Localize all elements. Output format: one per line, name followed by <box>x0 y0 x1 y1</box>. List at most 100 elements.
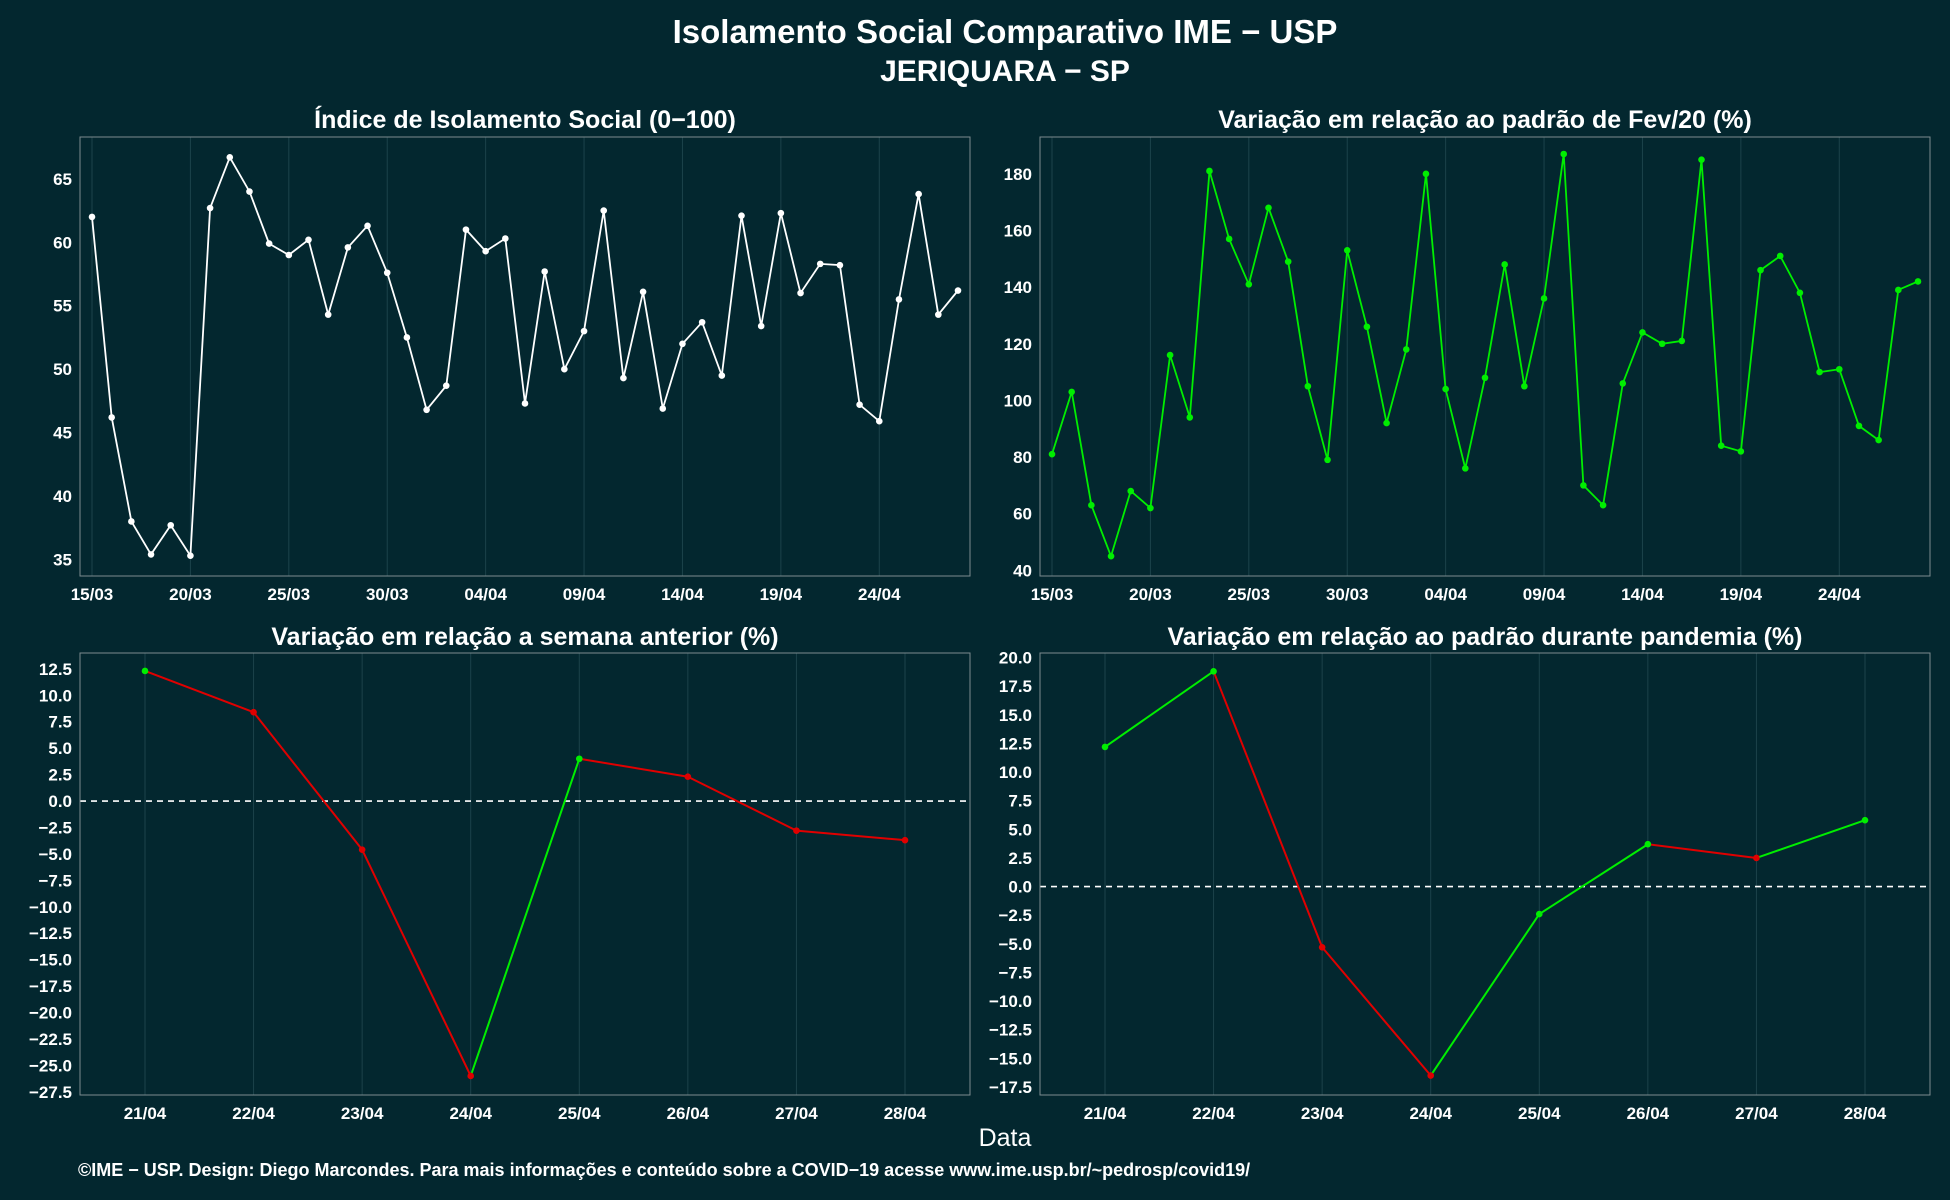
x-tick-label: 27/04 <box>775 1104 818 1123</box>
line-segment <box>579 757 689 778</box>
data-point <box>206 204 214 212</box>
x-tick-label: 20/03 <box>1129 585 1172 604</box>
y-tick-label: 12.5 <box>999 734 1032 753</box>
data-point <box>1284 258 1292 265</box>
data-point <box>1318 943 1326 951</box>
data-point <box>128 518 135 525</box>
data-point <box>442 382 450 389</box>
data-point <box>1540 295 1548 302</box>
line-segment <box>1104 670 1215 748</box>
line-segment <box>687 775 797 832</box>
data-point <box>1383 419 1390 427</box>
data-point <box>1560 150 1568 158</box>
data-point <box>1422 170 1430 178</box>
data-point <box>620 374 627 382</box>
y-tick-label: 2.5 <box>48 766 72 785</box>
y-tick-label: 100 <box>1004 391 1032 410</box>
y-tick-label: −2.5 <box>38 818 72 837</box>
data-point <box>1580 482 1587 489</box>
data-point <box>1462 465 1469 472</box>
data-point <box>1639 329 1646 336</box>
y-tick-label: −7.5 <box>38 871 72 890</box>
data-point <box>403 334 411 341</box>
y-tick-label: −12.5 <box>989 1021 1032 1040</box>
data-point <box>679 340 686 348</box>
y-tick-label: 0.0 <box>48 792 72 811</box>
y-tick-label: −15.0 <box>29 951 72 970</box>
x-tick-label: 14/04 <box>661 585 704 604</box>
line-segment <box>796 829 906 842</box>
data-point <box>1166 351 1174 359</box>
data-point <box>895 296 903 303</box>
data-point <box>1644 840 1652 848</box>
series-line <box>91 155 959 559</box>
x-tick-label: 22/04 <box>1192 1104 1235 1123</box>
y-tick-label: −12.5 <box>29 924 72 943</box>
data-point <box>600 207 608 214</box>
y-tick-label: 2.5 <box>1008 849 1032 868</box>
data-point <box>684 773 692 781</box>
y-tick-label: 55 <box>53 297 72 316</box>
y-tick-label: 10.0 <box>999 763 1032 782</box>
data-point <box>836 261 844 269</box>
y-tick-label: 15.0 <box>999 706 1032 725</box>
panel-title: Variação em relação ao padrão durante pa… <box>1168 623 1803 651</box>
data-point <box>1599 501 1607 509</box>
data-point <box>1068 388 1075 396</box>
data-point <box>1343 246 1351 254</box>
x-tick-label: 19/04 <box>1720 585 1763 604</box>
y-tick-label: −5.0 <box>998 935 1032 954</box>
data-point <box>305 236 312 244</box>
x-tick-label: 14/04 <box>1621 585 1664 604</box>
y-tick-label: 7.5 <box>1008 792 1032 811</box>
y-tick-label: 12.5 <box>39 660 72 679</box>
data-point <box>1088 501 1095 509</box>
data-point <box>1265 204 1272 212</box>
line-segment <box>1321 946 1432 1077</box>
y-tick-label: 160 <box>1004 221 1032 240</box>
x-tick-label: 09/04 <box>563 585 606 604</box>
data-point <box>1855 422 1863 430</box>
data-point <box>1107 552 1115 560</box>
y-tick-label: 60 <box>53 233 72 252</box>
data-point <box>1875 436 1882 444</box>
y-tick-label: 60 <box>1013 505 1032 524</box>
data-point <box>1757 266 1764 274</box>
y-tick-label: 20.0 <box>999 649 1032 668</box>
data-point <box>935 311 942 318</box>
y-tick-label: −17.5 <box>989 1078 1032 1097</box>
chart-subtitle: JERIQUARA − SP <box>880 55 1130 88</box>
data-point <box>1127 487 1135 495</box>
data-point <box>1796 289 1804 297</box>
data-point <box>250 708 257 716</box>
x-axis-label: Data <box>979 1124 1032 1152</box>
data-point <box>344 244 352 251</box>
data-point <box>639 288 647 296</box>
panel-variation-previous-week: Variação em relação a semana anterior (%… <box>29 623 971 1123</box>
data-point <box>467 1072 475 1080</box>
data-point <box>816 260 824 268</box>
data-point <box>738 212 745 219</box>
data-point <box>147 551 155 558</box>
panel-title: Variação em relação a semana anterior (%… <box>271 623 778 651</box>
line-segment <box>1429 913 1541 1077</box>
x-tick-label: 21/04 <box>1084 1104 1127 1123</box>
y-tick-label: 5.0 <box>48 739 72 758</box>
data-point <box>502 235 509 242</box>
y-tick-label: 17.5 <box>999 677 1032 696</box>
x-tick-label: 24/04 <box>1409 1104 1452 1123</box>
panel-frame <box>1039 136 1931 577</box>
data-point <box>793 827 800 834</box>
line-segment <box>1756 819 1866 859</box>
data-point <box>901 836 909 844</box>
y-tick-label: −7.5 <box>998 963 1032 982</box>
x-tick-label: 24/04 <box>858 585 901 604</box>
x-tick-label: 19/04 <box>760 585 803 604</box>
x-tick-label: 26/04 <box>667 1104 710 1123</box>
x-tick-label: 30/03 <box>366 585 409 604</box>
data-point <box>1776 252 1784 260</box>
y-tick-label: 50 <box>53 360 72 379</box>
data-point <box>285 251 293 259</box>
y-tick-label: −17.5 <box>29 977 72 996</box>
y-tick-label: 35 <box>53 551 72 570</box>
